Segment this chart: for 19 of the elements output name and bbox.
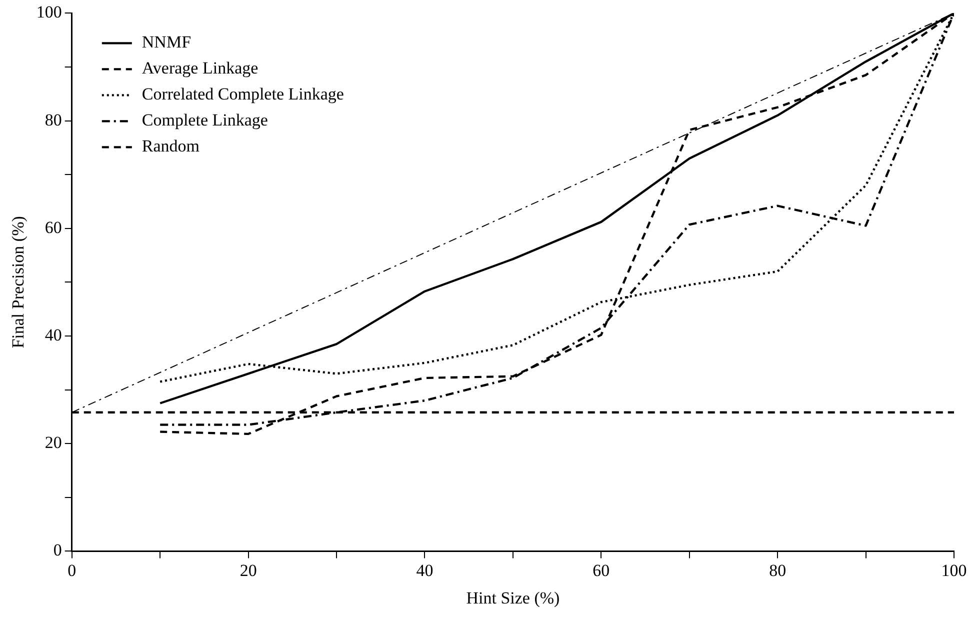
legend-label: NNMF <box>142 32 192 52</box>
legend-label: Complete Linkage <box>142 110 268 130</box>
x-tick-label: 40 <box>416 560 434 580</box>
y-tick-label: 60 <box>44 218 62 237</box>
legend-label: Correlated Complete Linkage <box>142 84 344 104</box>
y-tick-label: 0 <box>53 540 62 560</box>
y-tick-label: 20 <box>44 433 62 452</box>
y-axis-title: Final Precision (%) <box>8 216 28 348</box>
x-axis-title: Hint Size (%) <box>466 588 560 608</box>
legend-label: Average Linkage <box>142 58 258 78</box>
x-tick-label: 60 <box>592 560 610 580</box>
y-tick-label: 100 <box>36 2 62 22</box>
y-tick-label: 40 <box>44 325 62 344</box>
x-tick-label: 80 <box>769 560 786 580</box>
y-tick-label: 80 <box>44 110 62 130</box>
x-tick-label: 20 <box>240 560 257 580</box>
x-tick-label: 100 <box>941 560 967 580</box>
x-tick-label: 0 <box>68 560 76 580</box>
legend-label: Random <box>142 136 200 156</box>
